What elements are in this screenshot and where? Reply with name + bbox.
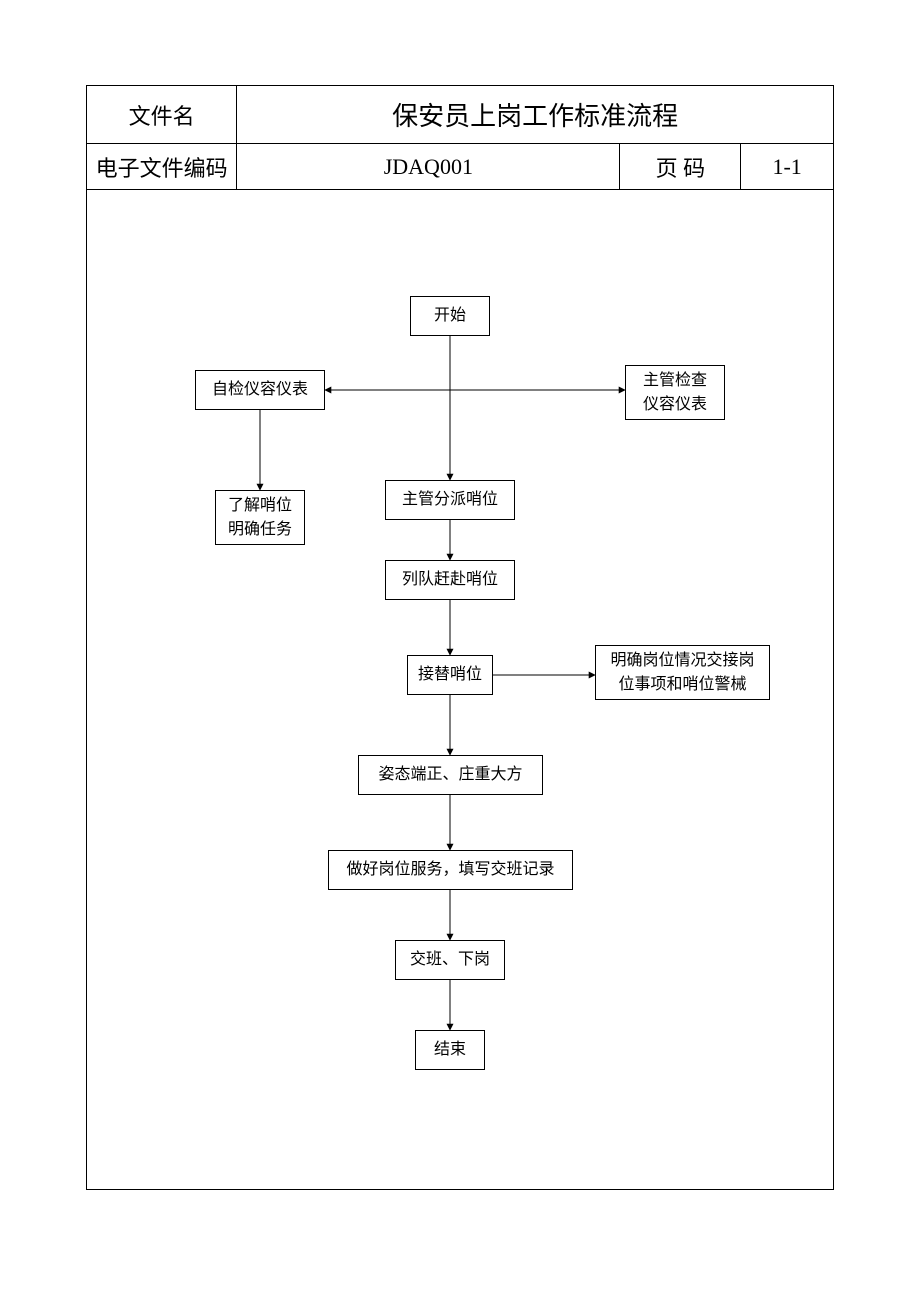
flow-node-know: 了解哨位 明确任务 [215, 490, 305, 545]
flow-node-assign: 主管分派哨位 [385, 480, 515, 520]
flow-node-start: 开始 [410, 296, 490, 336]
page-frame [86, 85, 834, 1190]
flow-node-superchk: 主管检查 仪容仪表 [625, 365, 725, 420]
page-label: 页 码 [620, 144, 741, 190]
file-name-label: 文件名 [87, 86, 237, 144]
code-label: 电子文件编码 [87, 144, 237, 190]
flow-node-service: 做好岗位服务，填写交班记录 [328, 850, 573, 890]
flow-node-handover: 交班、下岗 [395, 940, 505, 980]
flow-node-posture: 姿态端正、庄重大方 [358, 755, 543, 795]
flow-node-replace: 接替哨位 [407, 655, 493, 695]
header-table: 文件名 保安员上岗工作标准流程 电子文件编码 JDAQ001 页 码 1-1 [86, 85, 834, 190]
page-value: 1-1 [741, 144, 834, 190]
flow-node-clarify: 明确岗位情况交接岗 位事项和哨位警械 [595, 645, 770, 700]
flow-node-selfchk: 自检仪容仪表 [195, 370, 325, 410]
code-value: JDAQ001 [237, 144, 620, 190]
flow-node-end: 结束 [415, 1030, 485, 1070]
document-title: 保安员上岗工作标准流程 [237, 86, 834, 144]
flow-node-lineup: 列队赶赴哨位 [385, 560, 515, 600]
